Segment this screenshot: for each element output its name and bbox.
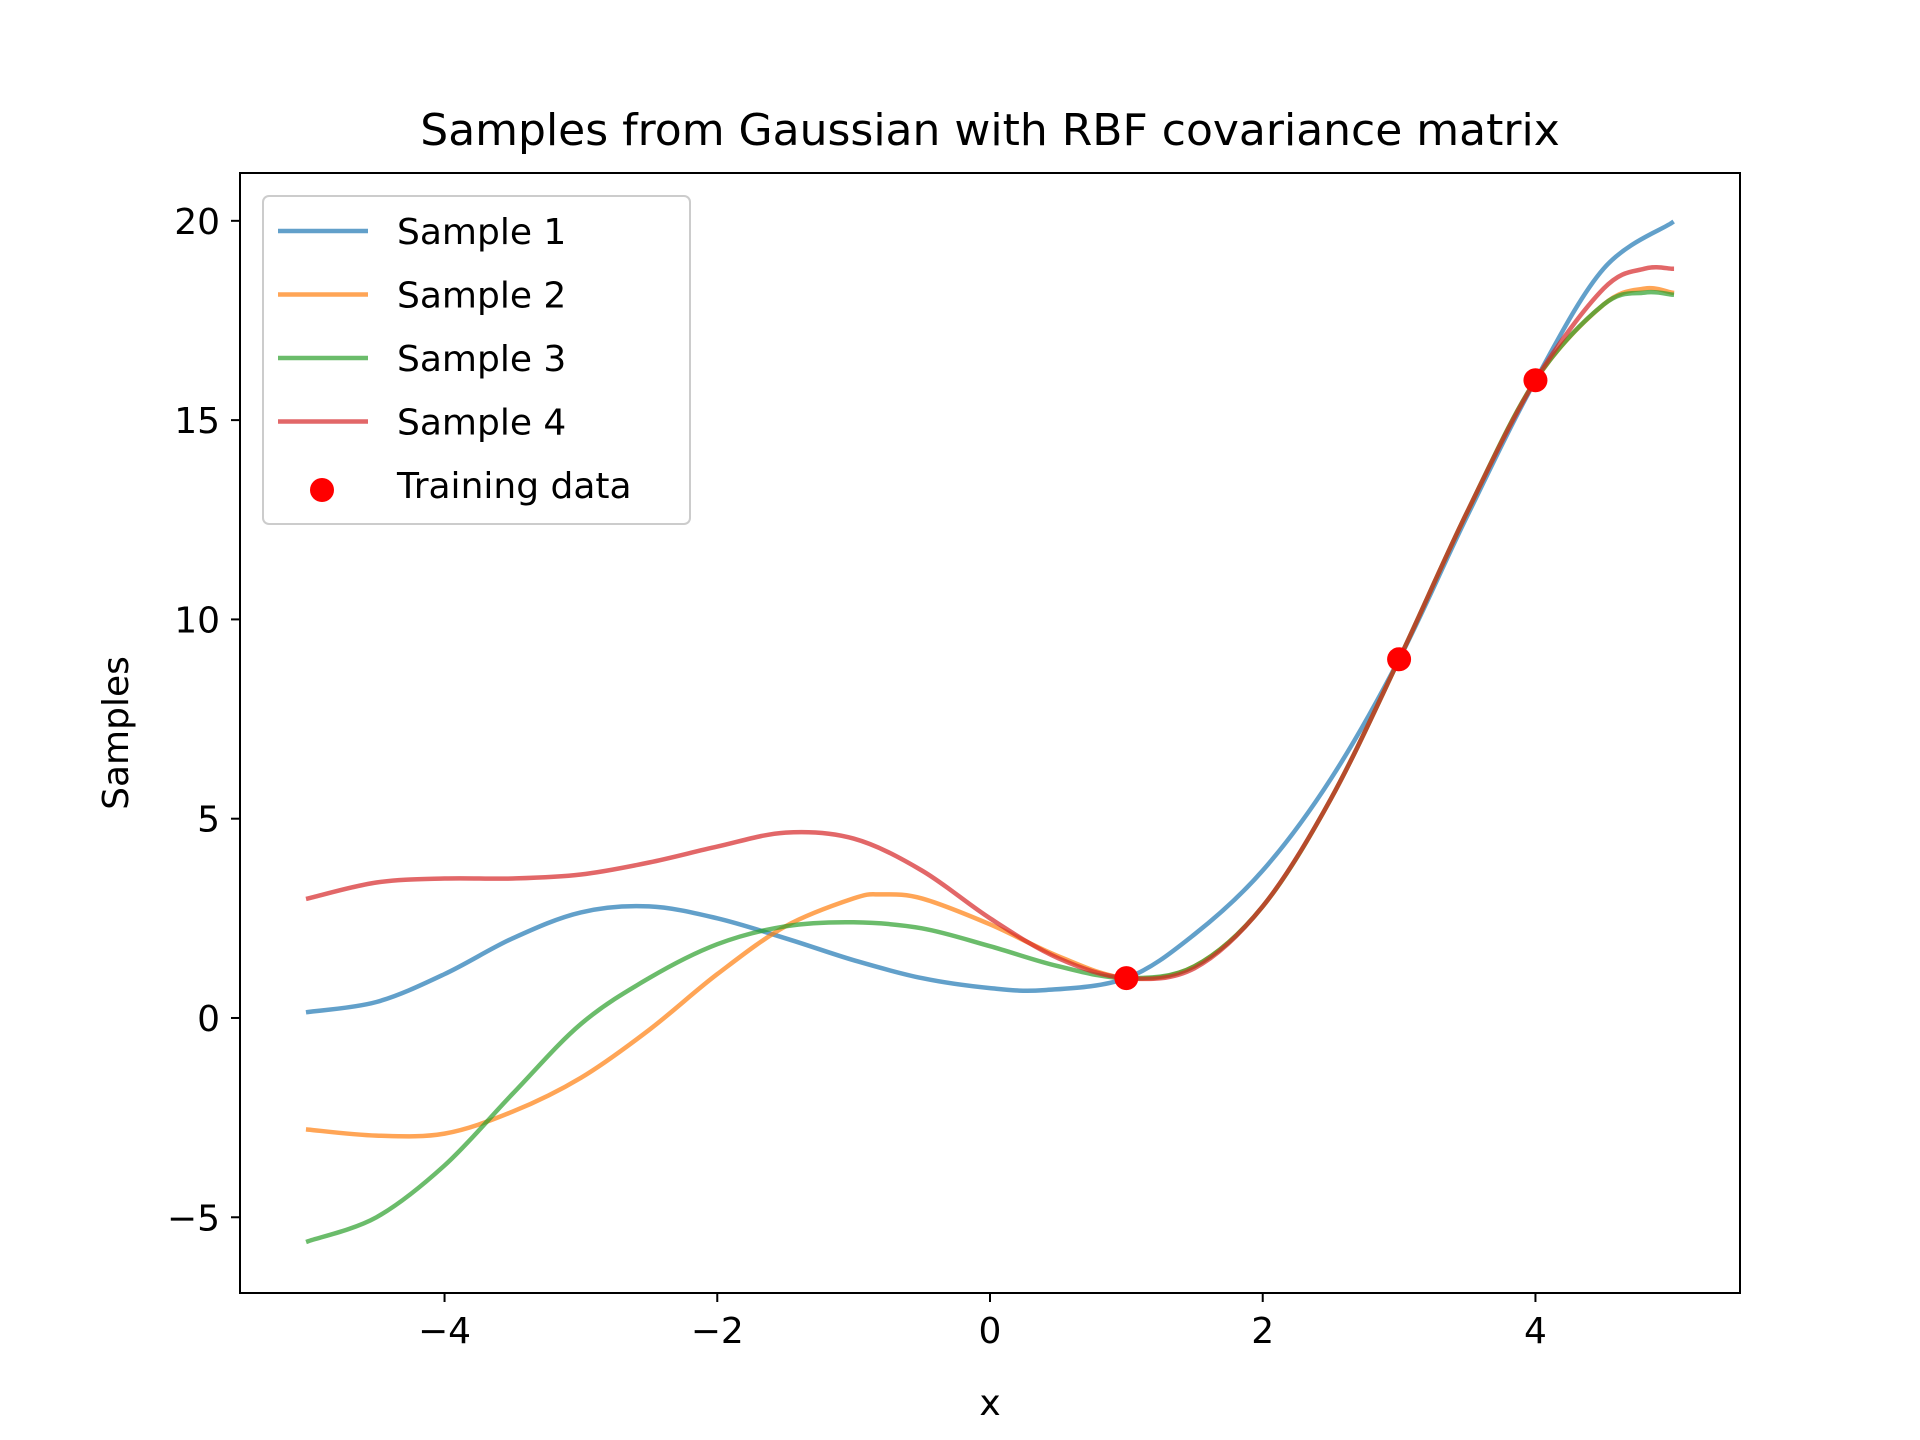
- chart-title: Samples from Gaussian with RBF covarianc…: [420, 105, 1559, 156]
- legend-label: Sample 1: [397, 212, 566, 253]
- legend: Sample 1 Sample 2 Sample 3 Sample 4 Training…: [262, 195, 691, 525]
- legend-label: Sample 3: [397, 339, 566, 380]
- plot-area: [305, 219, 1675, 1245]
- y-axis-label: Samples: [96, 656, 137, 810]
- legend-box: [262, 195, 691, 525]
- legend-label: Sample 4: [397, 403, 566, 444]
- x-tick-label: 2: [1251, 1311, 1274, 1352]
- y-tick-label: 10: [174, 600, 220, 641]
- legend-label: Training data: [396, 466, 632, 507]
- legend-marker-training-data: [310, 478, 334, 502]
- y-tick-label: 20: [174, 202, 220, 243]
- series-line-4: [305, 264, 1675, 982]
- axis-ticks: −4 −2 0 2 4 −5 0 5 10 15 20: [167, 202, 1547, 1352]
- axes-frame: [239, 172, 1741, 1294]
- legend-label: Sample 2: [397, 276, 566, 317]
- y-tick-label: 0: [197, 999, 220, 1040]
- y-tick-label: −5: [167, 1198, 220, 1239]
- x-tick-label: −2: [691, 1311, 744, 1352]
- training-data-point: [1523, 368, 1548, 393]
- y-tick-label: 5: [197, 800, 220, 841]
- training-data-point: [1387, 647, 1412, 672]
- x-tick-label: 0: [979, 1311, 1002, 1352]
- y-tick-label: 15: [174, 401, 220, 442]
- x-tick-label: 4: [1524, 1311, 1547, 1352]
- x-tick-label: −4: [418, 1311, 471, 1352]
- x-axis-label: x: [979, 1383, 1000, 1424]
- training-data-point: [1114, 966, 1139, 991]
